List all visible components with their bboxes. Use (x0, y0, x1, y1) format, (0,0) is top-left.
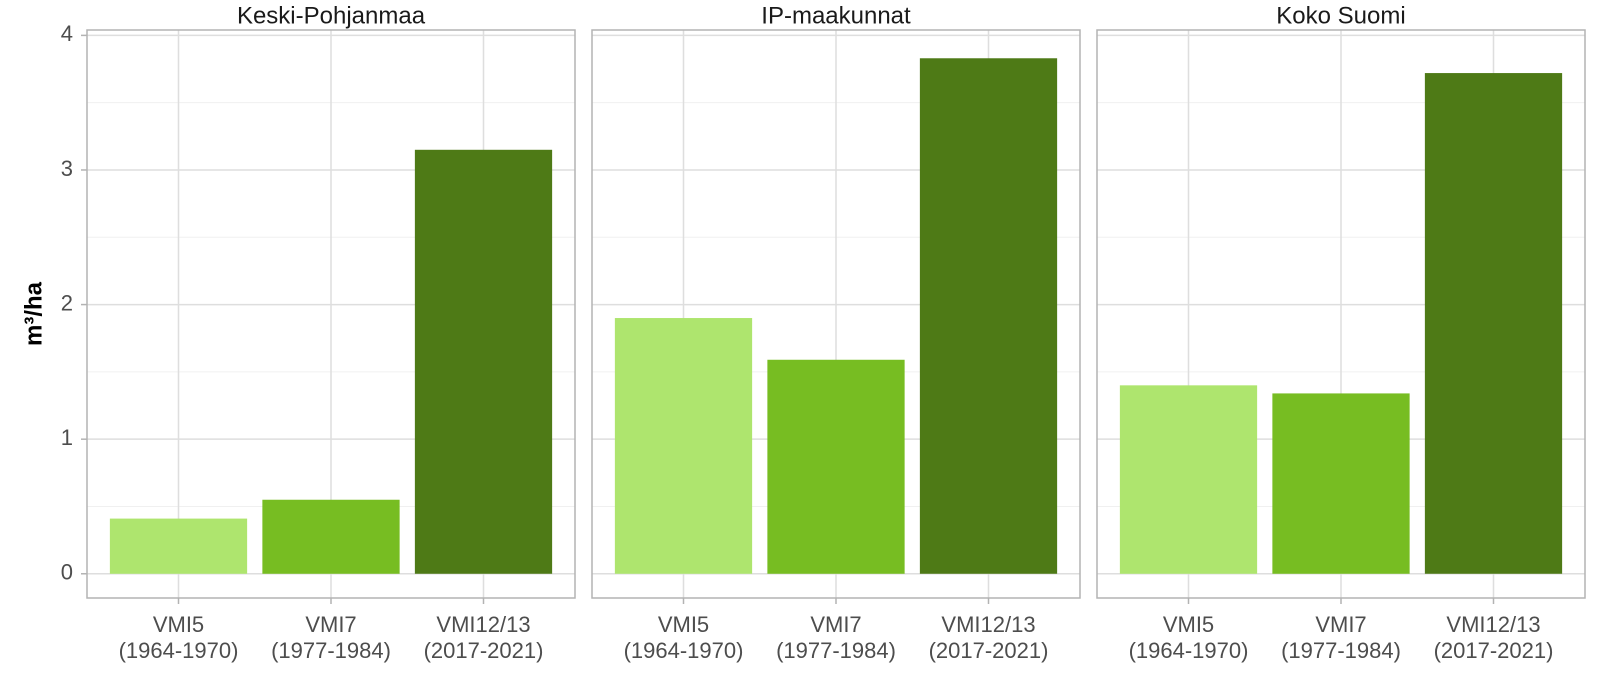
panel-title: Koko Suomi (1276, 2, 1405, 29)
x-tick-label: (1964-1970) (119, 638, 239, 663)
x-tick-label: (1977-1984) (776, 638, 896, 663)
panel-border (1096, 29, 1586, 599)
x-tick-label: VMI5 (658, 612, 709, 637)
bar (262, 499, 400, 574)
x-tick-label: VMI12/13 (941, 612, 1035, 637)
y-axis-title: m³/ha (20, 281, 47, 346)
x-tick-label: (2017-2021) (1434, 638, 1554, 663)
x-tick-label: VMI5 (1163, 612, 1214, 637)
x-tick-label: (1964-1970) (1129, 638, 1249, 663)
bar (414, 149, 553, 574)
bar (919, 58, 1058, 574)
panel-title: Keski-Pohjanmaa (237, 2, 426, 29)
bar (109, 518, 248, 574)
y-tick-label: 3 (61, 156, 73, 181)
bar (1272, 393, 1410, 574)
x-tick-label: (1977-1984) (271, 638, 391, 663)
x-tick-label: VMI7 (810, 612, 861, 637)
x-tick-label: (1977-1984) (1281, 638, 1401, 663)
x-tick-label: VMI5 (153, 612, 204, 637)
x-tick-label: VMI12/13 (436, 612, 530, 637)
x-tick-label: (2017-2021) (929, 638, 1049, 663)
bar (767, 359, 905, 574)
bar (1119, 385, 1258, 574)
bar (614, 318, 753, 574)
x-tick-label: VMI12/13 (1446, 612, 1540, 637)
x-tick-label: (1964-1970) (624, 638, 744, 663)
y-tick-label: 4 (61, 21, 73, 46)
x-tick-label: VMI7 (305, 612, 356, 637)
x-tick-label: (2017-2021) (424, 638, 544, 663)
bar (1424, 73, 1563, 574)
panel-title: IP-maakunnat (761, 2, 911, 29)
x-tick-label: VMI7 (1315, 612, 1366, 637)
y-tick-label: 1 (61, 425, 73, 450)
y-tick-label: 2 (61, 290, 73, 315)
panel-border (591, 29, 1081, 599)
y-tick-label: 0 (61, 560, 73, 585)
panel-border (86, 29, 576, 599)
